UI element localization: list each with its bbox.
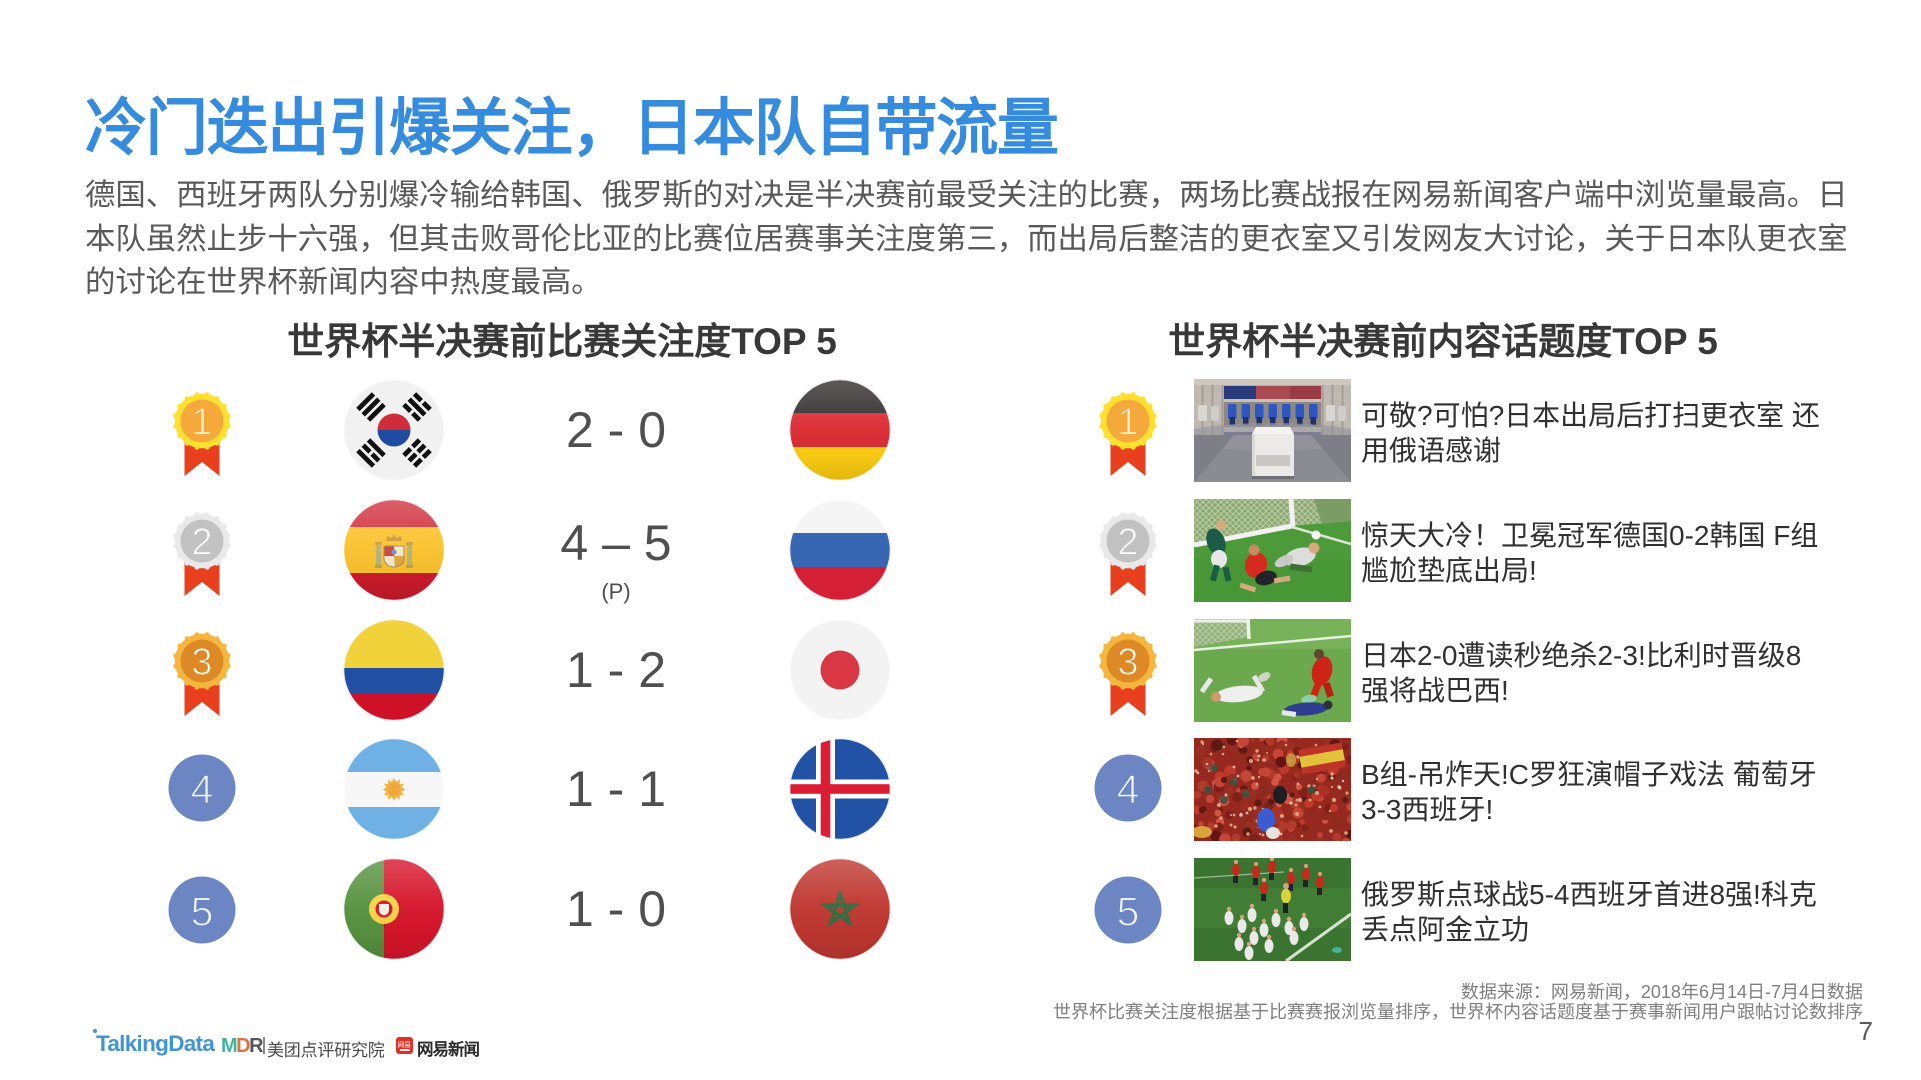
svg-text:4: 4 (1117, 767, 1140, 813)
svg-text:1: 1 (191, 402, 212, 444)
svg-text:2: 2 (191, 522, 212, 564)
svg-text:3: 3 (191, 642, 212, 684)
svg-text:1: 1 (1117, 402, 1138, 444)
svg-text:3: 3 (1117, 642, 1138, 684)
svg-text:5: 5 (1117, 889, 1140, 935)
svg-text:2: 2 (1117, 522, 1138, 564)
svg-text:5: 5 (191, 889, 214, 935)
svg-text:4: 4 (191, 767, 214, 813)
